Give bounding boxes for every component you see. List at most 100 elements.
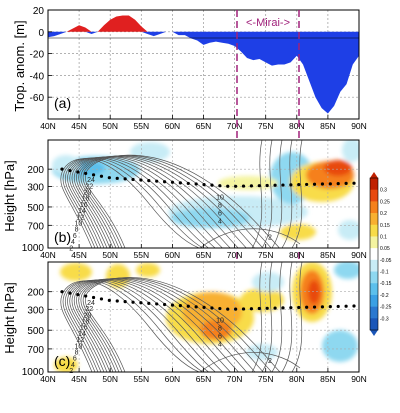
x-tick-label: 45N: [71, 374, 87, 384]
panel-c-contours: [60, 262, 303, 372]
tropopause-dot: [320, 182, 325, 186]
tropopause-dot: [226, 307, 230, 311]
tropopause-dot: [249, 307, 254, 311]
colorbar-swatch: [370, 306, 378, 319]
tropopause-dot: [312, 305, 317, 309]
contour-label: 12: [76, 337, 84, 344]
contour-line: [76, 156, 258, 248]
tropopause-dot: [305, 182, 309, 187]
x-tick-label: 65N: [196, 121, 212, 131]
tropopause-dot: [115, 299, 119, 303]
x-tick-label: 40N: [40, 250, 56, 260]
tropopause-dot: [336, 182, 340, 186]
contour-label: 4: [71, 362, 75, 369]
contour-line: [271, 140, 283, 248]
contour-line: [251, 262, 263, 372]
tropopause-dot: [297, 183, 301, 187]
positive-anomaly-area: [48, 15, 359, 32]
tropopause-dot: [289, 306, 293, 310]
panel-b: 200 300 500 700 1000 40N 45N 50N 55N 60N 65N 70N 75…: [2, 139, 367, 260]
contour-line: [291, 262, 303, 372]
contour-label: 18: [82, 196, 90, 203]
contour-label: 16: [80, 325, 88, 332]
x-tick-label: 85N: [320, 250, 336, 260]
tropopause-dot: [123, 300, 127, 304]
contour-line: [76, 278, 258, 372]
colorbar-swatch: [370, 236, 378, 249]
tropopause-dot: [131, 177, 135, 182]
y-tick-label: 200: [27, 288, 44, 299]
tropopause-dot: [84, 294, 88, 298]
tropopause-dot: [344, 304, 348, 308]
tropopause-dot: [218, 184, 222, 188]
colorbar-label: 0.3: [380, 188, 387, 194]
tropopause-dot: [194, 305, 198, 309]
tropopause-dot: [99, 174, 104, 178]
contour-label: 16: [80, 202, 88, 209]
tropopause-dot: [336, 304, 340, 309]
tropopause-dot: [91, 173, 96, 177]
tropopause-dot: [281, 306, 285, 310]
colorbar-label: 0.15: [380, 223, 390, 229]
tropopause-dot: [147, 178, 151, 183]
x-tick-label: 80N: [289, 374, 305, 384]
colorbar-label: -0.25: [380, 305, 392, 311]
contour-label: 10: [75, 343, 83, 350]
mirai-label: <-Mirai->: [246, 17, 290, 29]
contour-label: 14: [78, 208, 86, 215]
contour-line: [67, 157, 242, 248]
x-tick-label: 50N: [102, 121, 118, 131]
contour-label: 8: [218, 202, 222, 209]
tropopause-dot: [155, 179, 159, 183]
contour-line: [62, 158, 234, 248]
tropopause-dot: [68, 168, 72, 173]
y-tick-label: 1000: [22, 243, 45, 254]
contour-line: [80, 277, 267, 372]
contour-label: 4: [218, 218, 222, 225]
contour-label: 22: [85, 183, 93, 190]
contour-label: 20: [84, 190, 92, 197]
contour-label: 6: [73, 233, 77, 240]
tropopause-dot: [186, 181, 190, 186]
colorbar-label: -0.05: [380, 258, 392, 264]
x-tick-label: 50N: [102, 250, 118, 260]
x-tick-label: 85N: [320, 374, 336, 384]
y-tick-label: 700: [27, 345, 44, 356]
colorbar-swatch: [370, 318, 378, 331]
panel-c: 200 300 500 700 1000 40N 45N 50N 55N 60N 65N 70N 75…: [2, 261, 367, 384]
panel-c-ylabel: Height [hPa]: [2, 282, 17, 354]
contour-line: [84, 154, 280, 248]
contour-label: 24: [87, 177, 95, 184]
tropopause-dot: [107, 176, 111, 180]
colorbar-swatch: [370, 248, 378, 261]
tropopause-dot: [178, 181, 182, 185]
tropopause-dot: [68, 291, 72, 295]
y-tick-label: 700: [27, 221, 44, 232]
y-tick-label: 0: [38, 28, 44, 39]
contour-line: [78, 155, 262, 248]
x-tick-label: 40N: [40, 121, 56, 131]
contour-label: 8: [75, 350, 79, 357]
contour-label: 22: [85, 306, 93, 313]
panel-b-ylabel: Height [hPa]: [2, 160, 17, 232]
panel-b-tropopause-dots: [60, 167, 356, 188]
panel-a-ylabel: Trop. anom. [m]: [12, 20, 27, 111]
tropopause-dot: [202, 305, 206, 309]
contour-line: [64, 280, 238, 372]
tropopause-dot: [305, 305, 309, 309]
colorbar-frame: [369, 177, 379, 331]
tropopause-dot: [352, 304, 356, 308]
contour-label: 2: [268, 234, 272, 241]
contour-line: [69, 279, 246, 372]
y-tick-label: -60: [30, 93, 45, 104]
panel-c-y-ticks: 200 300 500 700 1000: [22, 288, 52, 378]
tropopause-dot: [186, 304, 190, 308]
tropopause-dot: [226, 184, 230, 188]
y-tick-label: 500: [27, 326, 44, 337]
tropopause-dot: [265, 306, 269, 310]
panel-a-y-ticks: 20 0 -20 -40 -60: [30, 6, 52, 104]
tropopause-dot: [210, 183, 214, 187]
x-tick-label: 40N: [40, 374, 56, 384]
tropopause-dot: [352, 181, 356, 185]
